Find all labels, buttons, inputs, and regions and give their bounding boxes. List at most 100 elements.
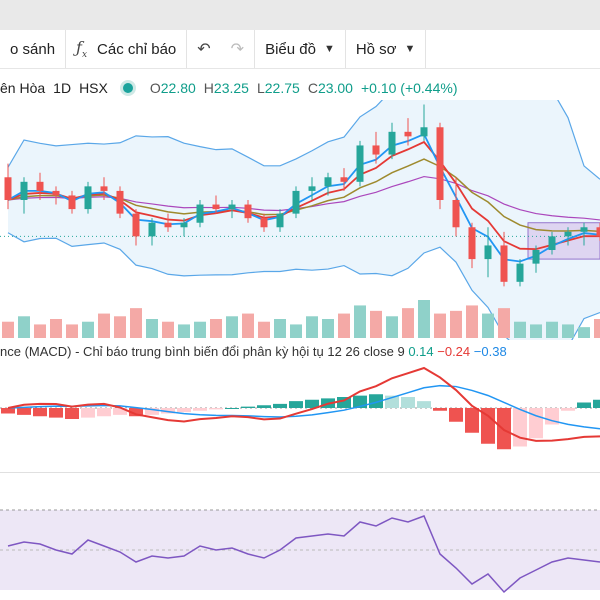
macd-title: nce (MACD) - Chỉ báo trung bình biến đổi… xyxy=(0,344,405,359)
chart-toolbar: o sánh ƒx Các chỉ báo ↶ ↷ Biểu đồ ▼ Hồ s… xyxy=(0,30,600,69)
candle-body xyxy=(452,200,460,228)
toolbar-divider xyxy=(186,30,188,68)
toolbar-divider xyxy=(425,30,427,68)
close-value: C23.00 xyxy=(307,80,353,96)
volume-bar xyxy=(466,305,478,338)
volume-bar xyxy=(562,324,574,338)
signal-value: −0.24 xyxy=(437,344,471,359)
candle-body xyxy=(580,227,588,232)
volume-bar xyxy=(498,308,510,338)
volume-bar xyxy=(242,313,254,338)
candle-body xyxy=(148,222,156,237)
rsi-pane[interactable] xyxy=(0,500,600,600)
volume-bar xyxy=(386,316,398,338)
volume-bar xyxy=(194,321,206,338)
macd-histogram-bar xyxy=(369,394,383,408)
volume-bar xyxy=(98,313,110,338)
candle-body xyxy=(164,222,172,228)
volume-bar xyxy=(66,324,78,338)
macd-histogram-bar xyxy=(433,408,447,411)
toolbar-divider xyxy=(344,30,346,68)
macd-histogram-bar xyxy=(81,408,95,418)
candle-body xyxy=(100,186,108,191)
toolbar-divider xyxy=(65,30,67,68)
redo-button[interactable]: ↷ xyxy=(221,30,254,68)
macd-histogram-bar xyxy=(465,408,479,433)
macd-histogram-bar xyxy=(417,401,431,408)
macd-legend: nce (MACD) - Chỉ báo trung bình biến đổi… xyxy=(0,344,507,359)
volume-bar xyxy=(2,321,14,338)
candle-body xyxy=(36,181,44,191)
candle-body xyxy=(596,227,600,237)
chart-type-label: Biểu đồ xyxy=(265,40,316,58)
macd-histogram-bar xyxy=(401,397,415,408)
browser-top-strip xyxy=(0,0,600,30)
volume-bar xyxy=(338,313,350,338)
volume-bar xyxy=(514,321,526,338)
candle-body xyxy=(436,127,444,200)
macd-histogram-bar xyxy=(305,399,319,408)
histogram-value: −0.38 xyxy=(473,344,507,359)
indicators-label: Các chỉ báo xyxy=(97,40,177,58)
chevron-down-icon: ▼ xyxy=(404,43,416,55)
compare-button[interactable]: o sánh xyxy=(0,30,65,68)
volume-bar xyxy=(482,313,494,338)
macd-histogram-bar xyxy=(257,405,271,408)
pane-divider[interactable] xyxy=(0,472,600,473)
candle-body xyxy=(132,213,140,237)
volume-bar xyxy=(226,316,238,338)
candle-body xyxy=(84,186,92,210)
high-value: H23.25 xyxy=(203,80,249,96)
volume-bar xyxy=(34,324,46,338)
interval-label[interactable]: 1D xyxy=(53,80,72,96)
undo-button[interactable]: ↶ xyxy=(187,30,220,68)
candle-body xyxy=(260,218,268,228)
macd-histogram-bar xyxy=(241,406,255,408)
price-pane[interactable] xyxy=(0,100,600,340)
macd-histogram-bar xyxy=(513,408,527,447)
volume-bar xyxy=(162,321,174,338)
volume-bar xyxy=(578,327,590,338)
volume-bar xyxy=(546,321,558,338)
profile-label: Hồ sơ xyxy=(355,40,397,58)
candle-body xyxy=(228,204,236,210)
chart-type-dropdown[interactable]: Biểu đồ ▼ xyxy=(255,30,345,68)
volume-bar xyxy=(434,313,446,338)
bollinger-band-fill xyxy=(8,100,600,340)
volume-bar xyxy=(82,321,94,338)
macd-histogram-bar xyxy=(577,402,591,408)
candle-body xyxy=(276,213,284,228)
rsi-line xyxy=(7,515,600,594)
candle-body xyxy=(420,127,428,137)
macd-histogram-bar xyxy=(97,408,111,417)
symbol-legend: ên Hòa 1D HSX O22.80 H23.25 L22.75 C23.0… xyxy=(0,78,600,98)
macd-histogram-bar xyxy=(273,403,287,408)
market-status-icon xyxy=(119,80,136,96)
candle-body xyxy=(356,145,364,182)
signal-line xyxy=(7,384,600,430)
macd-histogram-bar xyxy=(225,408,239,409)
profile-dropdown[interactable]: Hồ sơ ▼ xyxy=(346,30,426,68)
toolbar-divider xyxy=(254,30,256,68)
candle-body xyxy=(308,186,316,191)
compare-label: o sánh xyxy=(10,40,56,58)
candle-body xyxy=(372,145,380,155)
open-value: O22.80 xyxy=(149,80,196,96)
symbol-name[interactable]: ên Hòa xyxy=(0,80,46,96)
volume-bar xyxy=(258,321,270,338)
macd-histogram-bar xyxy=(177,408,191,413)
change-value: +0.10 (+0.44%) xyxy=(360,80,458,96)
candle-body xyxy=(52,190,60,196)
volume-bar xyxy=(146,319,158,338)
volume-bar xyxy=(402,308,414,338)
volume-bar xyxy=(290,324,302,338)
macd-histogram-bar xyxy=(529,408,543,439)
volume-bar xyxy=(178,324,190,338)
volume-bar xyxy=(594,319,600,338)
candle-body xyxy=(564,231,572,237)
candle-body xyxy=(68,195,76,210)
indicators-button[interactable]: ƒx Các chỉ báo xyxy=(66,30,186,68)
chevron-down-icon: ▼ xyxy=(323,43,335,55)
macd-pane[interactable] xyxy=(0,360,600,470)
volume-bar xyxy=(450,310,462,338)
